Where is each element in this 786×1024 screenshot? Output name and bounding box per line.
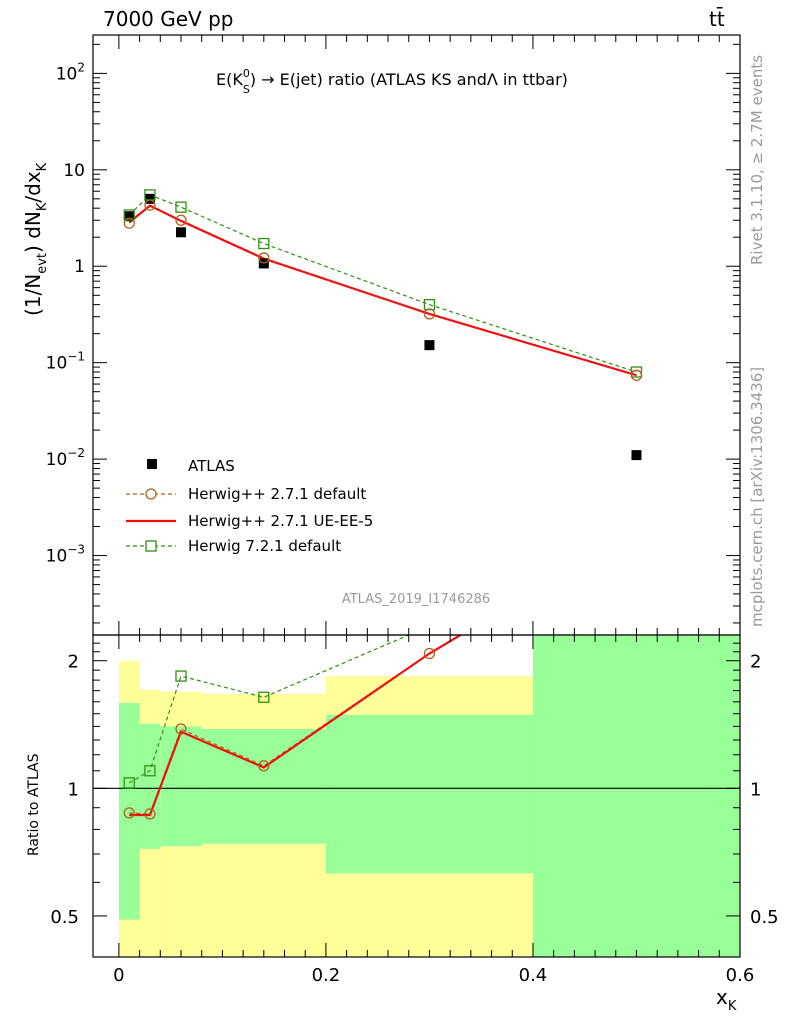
title-sup: 0 [243,67,250,80]
ratio-herwigpp-default-point [175,723,187,735]
ratio-plot-series [123,634,462,820]
ratio-y-tick-label-right: 2 [750,652,761,673]
ratio-band-green [325,714,533,874]
legend-marker-atlas [147,459,157,469]
ratio-panel-bands [93,635,740,957]
herwig72-default-line [128,194,637,373]
tick-base: 10 [46,354,68,374]
title-sub: S [243,83,250,96]
ylabel-b-sub: K [35,202,50,211]
x-axis-label: xK [716,985,737,1014]
legend: ATLAS Herwig++ 2.7.1 default Herwig++ 2.… [126,457,373,555]
herwigpp-default-point [144,199,156,211]
herwigpp-default-line [128,204,637,376]
main-y-tick-label: 10 [63,161,85,181]
herwigpp-default-point [175,214,187,226]
legend-marker-herwig72-default [145,540,157,552]
atlas-data-point [144,193,155,204]
title-post: ) → E(jet) ratio (ATLAS KS andΛ in ttbar… [250,70,568,89]
tick-exponent: 2 [77,60,85,74]
ratio-y-tick-label-left: 0.5 [50,907,79,928]
ratio-herwig72-default-line [128,634,409,784]
title-pre: E(K [216,70,243,89]
atlas-data-point [424,340,435,351]
legend-label-herwig72-default: Herwig 7.2.1 default [188,537,341,555]
mcplots-label: mcplots.cern.ch [arXiv:1306.3436] [748,367,766,627]
legend-label-herwigpp-default: Herwig++ 2.7.1 default [188,485,366,503]
ratio-herwig72-default-point [258,691,270,703]
ratio-y-tick-label-right: 0.5 [750,907,779,928]
atlas-data-point [175,227,186,238]
atlas-data-point [124,211,135,222]
ratio-y-tick-label-left: 1 [68,779,79,800]
main-y-tick-label: 102 [56,60,85,84]
ratio-panel-frame [92,634,741,958]
x-tick-label: 0.6 [726,965,755,986]
ylabel-a: (1/N [21,274,45,316]
ylabel-c: /dx [21,171,45,202]
tick-base: 10 [46,547,68,567]
ratio-axes: 0.5 0.5 1 1 2 2 0 0.2 0.4 0.6 [50,634,779,986]
ratio-herwig72-default-point [144,765,156,777]
ylabel-c-sub: K [35,162,50,171]
atlas-data-point [631,450,642,461]
main-y-tick-label: 10−1 [46,350,85,374]
ratio-band-green [160,726,202,847]
ratio-band-green [118,702,140,920]
ratio-herwigpp-default-point [123,807,135,819]
ratio-herwig72-default-point [123,777,135,789]
main-y-tick-label: 10−2 [46,446,85,470]
rivet-label: Rivet 3.1.10, ≥ 2.7M events [748,55,766,265]
process-label: tt̄ [709,6,725,31]
x-tick-label: 0.4 [519,965,548,986]
herwig72-default-point [175,201,187,213]
main-y-label: (1/Nevt) dNK/dxK [21,162,50,316]
herwigpp-default-point [423,308,436,320]
x-tick-label: 0 [113,965,124,986]
ratio-y-tick-label-left: 2 [68,652,79,673]
tick-base: 10 [46,450,68,470]
ratio-y-label: Ratio to ATLAS [26,753,42,856]
xlabel-sub: K [728,999,737,1014]
main-title: E(K0 S) → E(jet) ratio (ATLAS KS andΛ in … [216,67,568,96]
herwigpp-ueee5-line [128,204,637,377]
legend-label-atlas: ATLAS [188,457,235,475]
analysis-id: ATLAS_2019_I1746286 [342,592,490,607]
energy-label: 7000 GeV pp [103,7,234,31]
legend-label-herwigpp-ueee5: Herwig++ 2.7.1 UE-EE-5 [188,512,373,530]
x-tick-label: 0.2 [312,965,341,986]
ratio-herwigpp-ueee5-line [129,634,462,817]
ratio-band-green [532,635,740,957]
ratio-band-green [139,723,161,849]
herwigpp-default-point [123,217,135,229]
herwig72-default-point [258,237,270,250]
herwigpp-default-point [258,252,270,264]
tick-exponent: −2 [67,446,85,460]
ratio-herwigpp-default-point [423,647,436,660]
herwig72-default-point [423,298,436,311]
main-y-tick-label: 1 [74,257,85,277]
main-y-tick-label: 10−3 [46,543,85,567]
ratio-y-tick-label-right: 1 [750,779,761,800]
legend-marker-herwigpp-default [145,488,157,500]
herwig72-default-point [630,366,643,378]
ratio-herwig72-default-point [175,670,187,682]
ratio-herwigpp-default-point [144,808,156,820]
tick-exponent: −3 [67,543,85,557]
tick-exponent: −1 [67,350,85,364]
tick-base: 10 [56,64,78,84]
xlabel-main: x [716,985,728,1009]
herwigpp-default-point [630,369,643,381]
main-plot-series [123,189,643,461]
herwig72-default-point [123,209,135,221]
ylabel-b: ) dN [21,211,45,253]
ylabel-a-sub: evt [35,253,50,274]
ratio-band-green [201,729,326,844]
ratio-herwigpp-default-point [258,760,270,772]
